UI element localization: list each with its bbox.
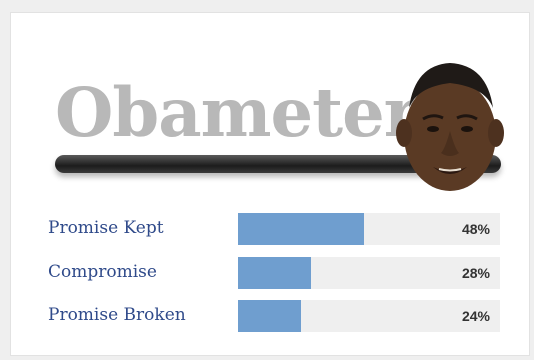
- rating-percent: 24%: [461, 308, 490, 324]
- rating-bar-fill: [238, 300, 301, 332]
- obameter-widget: Obameter Promise Kept 48% Compromise 28%…: [10, 12, 530, 356]
- rating-row-compromise: Compromise 28%: [1, 257, 534, 291]
- rating-bar-track: 28%: [238, 257, 500, 289]
- portrait-face-icon: [396, 63, 504, 191]
- rating-label[interactable]: Promise Kept: [48, 218, 164, 238]
- rating-row-promise-kept: Promise Kept 48%: [1, 213, 534, 247]
- rating-percent: 48%: [461, 221, 490, 237]
- rating-bar-fill: [238, 257, 312, 289]
- rating-label[interactable]: Promise Broken: [48, 305, 186, 325]
- meter-tube: [55, 155, 501, 173]
- rating-row-promise-broken: Promise Broken 24%: [1, 300, 534, 334]
- rating-bar-track: 24%: [238, 300, 500, 332]
- rating-label[interactable]: Compromise: [48, 262, 157, 282]
- rating-bar-track: 48%: [238, 213, 500, 245]
- rating-percent: 28%: [461, 265, 490, 281]
- obameter-title: Obameter: [55, 73, 419, 152]
- rating-bar-fill: [238, 213, 364, 245]
